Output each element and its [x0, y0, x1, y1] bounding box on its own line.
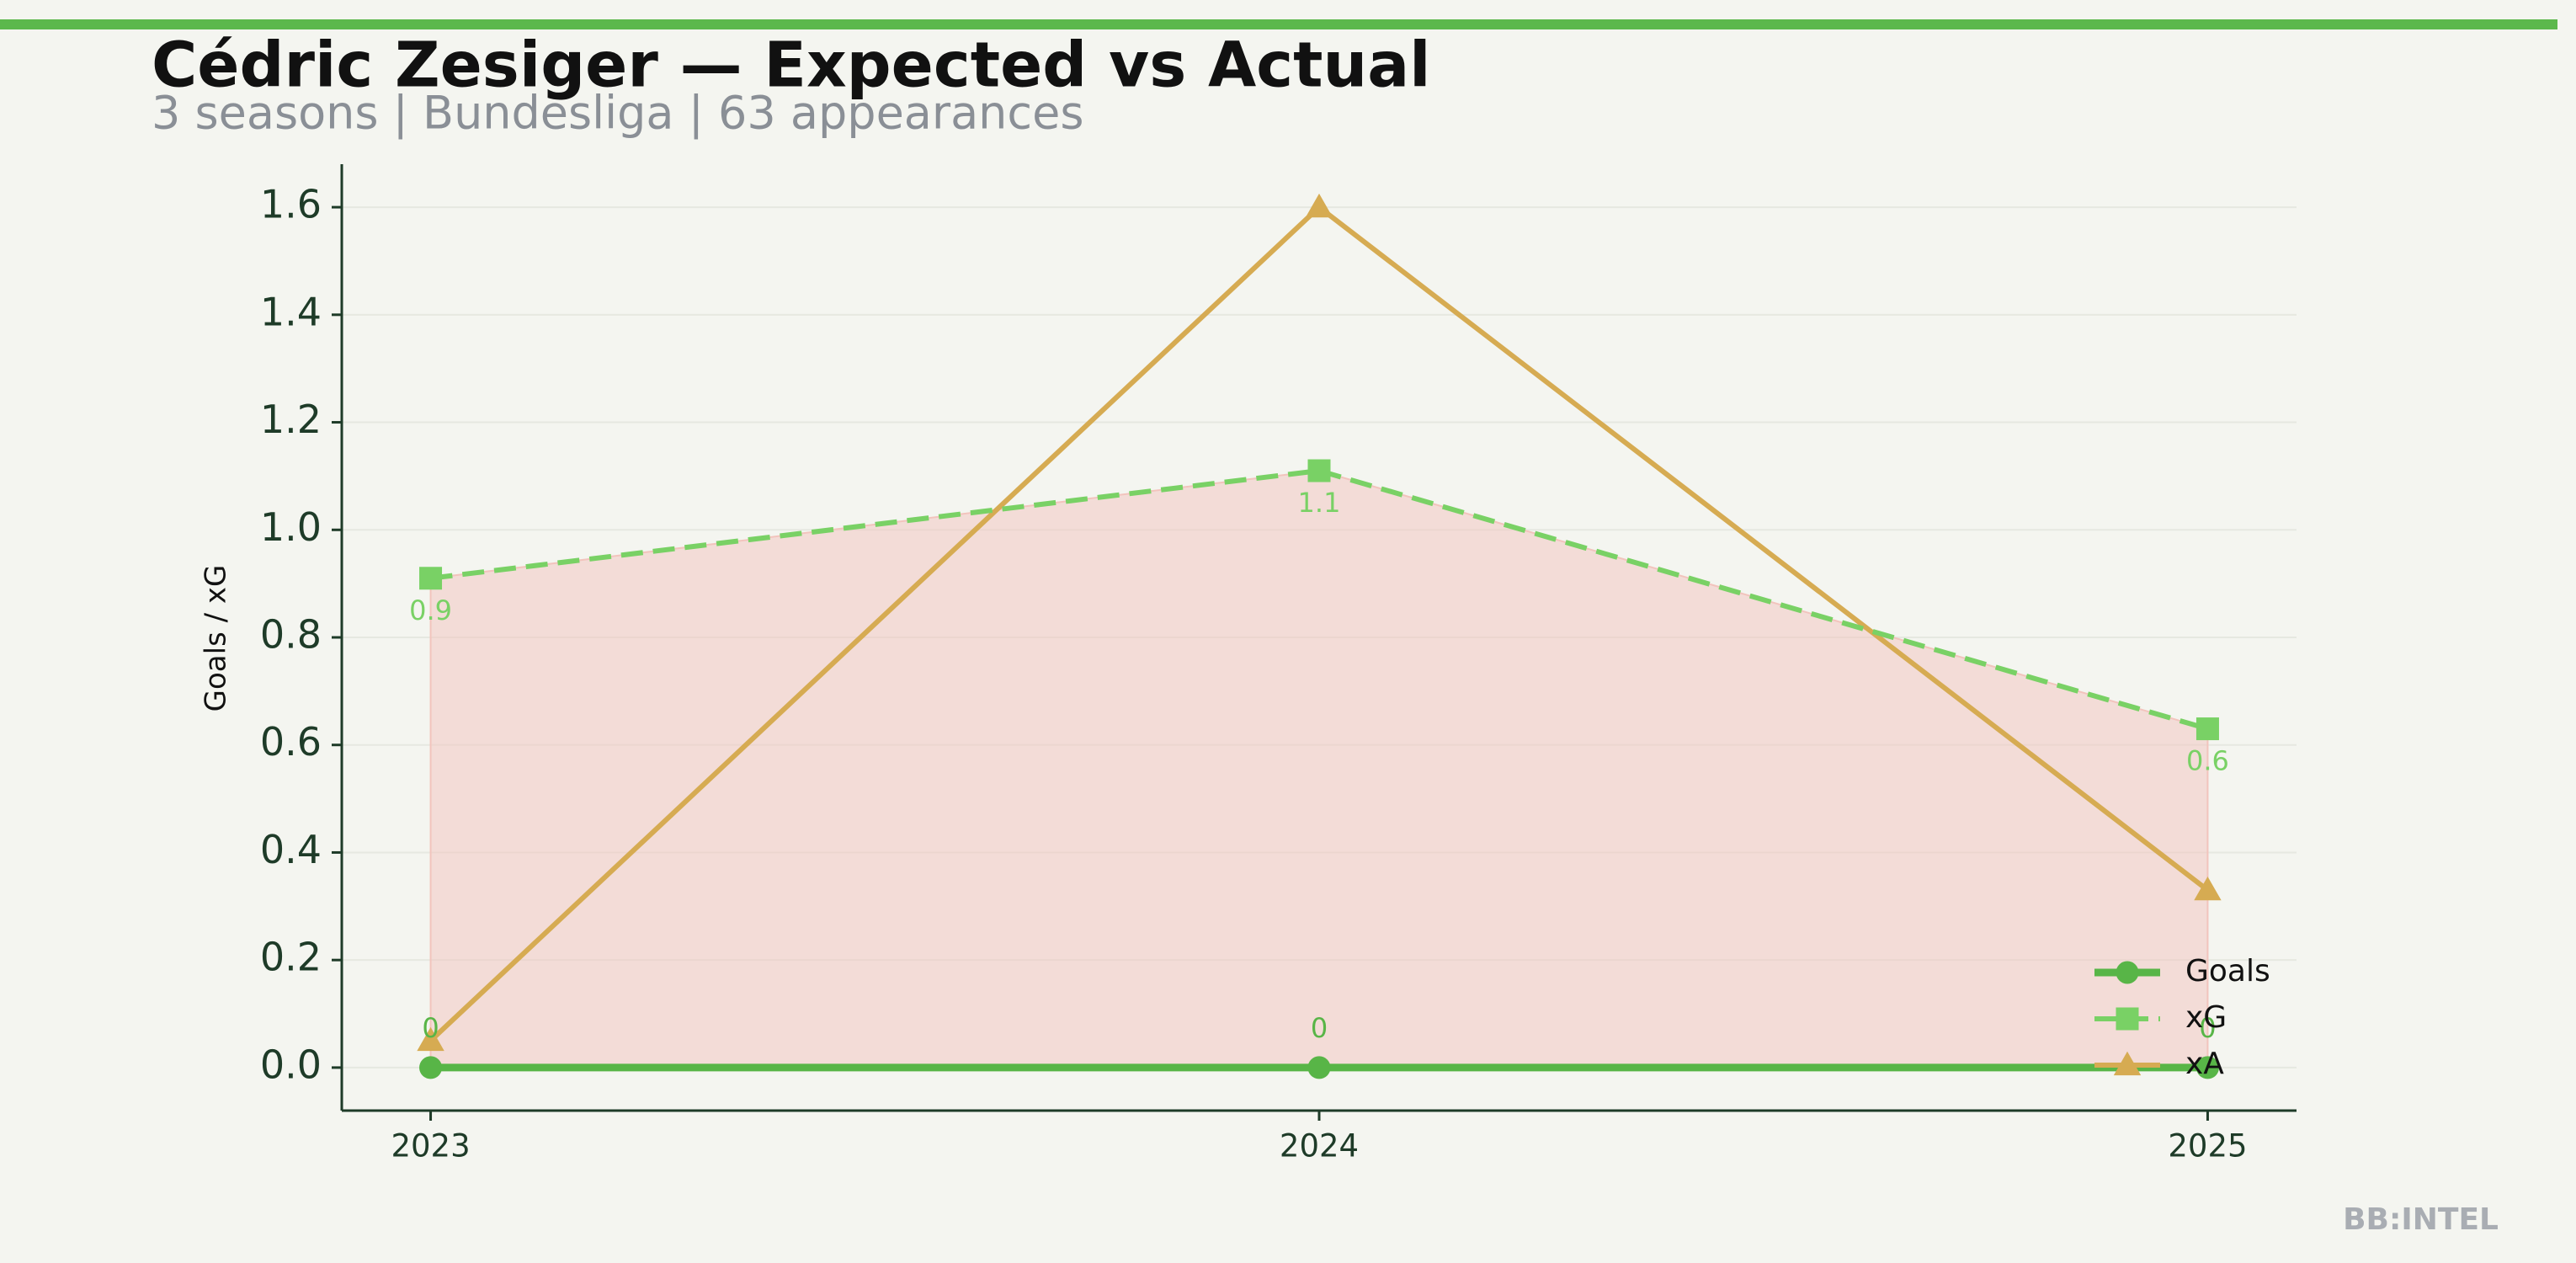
top-bar [0, 19, 2557, 29]
point [1305, 193, 1333, 218]
legend-marker [2116, 961, 2139, 984]
y-tick-label: 0.4 [260, 827, 322, 872]
legend-marker [2113, 1051, 2142, 1076]
point [1307, 1056, 1331, 1079]
y-tick-label: 1.0 [260, 504, 322, 550]
legend-label: Goals [2185, 954, 2270, 989]
y-tick-label: 1.4 [260, 289, 322, 334]
legend-label: xA [2185, 1047, 2224, 1081]
y-tick-label: 0.2 [260, 935, 322, 980]
legend-label: xG [2185, 1000, 2227, 1035]
x-tick-label: 2024 [1280, 1128, 1359, 1164]
point [2194, 876, 2222, 901]
chart-title: Cédric Zesiger — Expected vs Actual [152, 29, 1431, 102]
legend-marker [2116, 1007, 2139, 1031]
point [1307, 459, 1331, 482]
point [2195, 1056, 2219, 1079]
x-tick-label: 2025 [2168, 1128, 2247, 1164]
point [419, 567, 443, 590]
data-label: 0 [422, 1012, 439, 1044]
data-label: 0.6 [2186, 745, 2229, 777]
chart-subtitle: 3 seasons | Bundesliga | 63 appearances [152, 87, 1083, 140]
data-label: 0.9 [409, 594, 452, 626]
y-tick-label: 0.0 [260, 1042, 322, 1087]
y-axis-label: Goals / xG [200, 565, 233, 712]
data-label: 1.1 [1298, 487, 1341, 519]
point [2195, 717, 2219, 741]
data-label: 0 [1311, 1012, 1328, 1044]
x-tick-label: 2023 [391, 1128, 470, 1164]
data-label: 0 [2199, 1012, 2216, 1044]
y-tick-label: 0.8 [260, 612, 322, 658]
watermark: BB:INTEL [2343, 1202, 2499, 1237]
y-tick-label: 1.6 [260, 182, 322, 227]
point [419, 1056, 443, 1079]
series-line [430, 468, 2209, 732]
y-tick-label: 0.6 [260, 719, 322, 765]
y-tick-label: 1.2 [260, 397, 322, 442]
point [417, 1026, 444, 1052]
